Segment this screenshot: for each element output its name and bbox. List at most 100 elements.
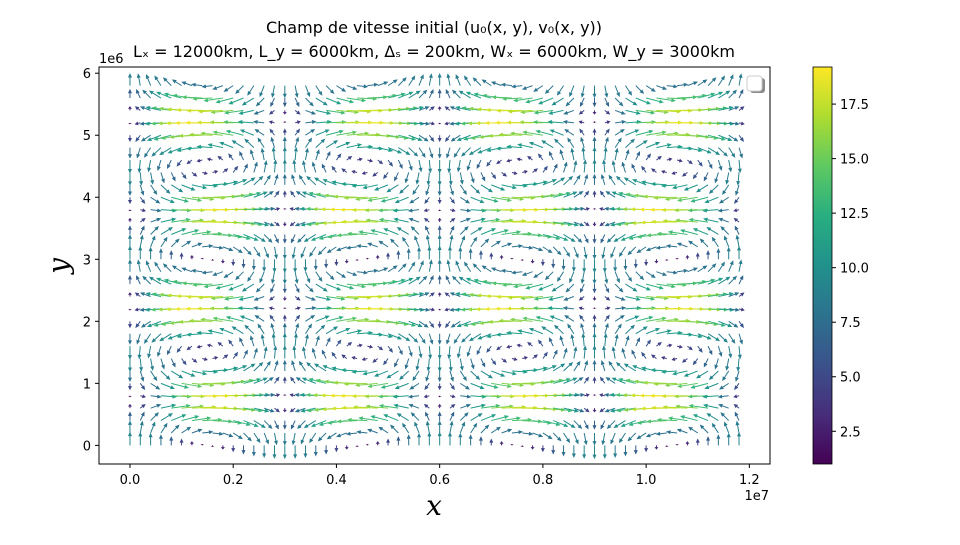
quiver-arrow (136, 259, 141, 272)
quiver-arrow (702, 217, 719, 223)
quiver-arrow (191, 382, 215, 388)
quiver-arrow (717, 208, 729, 213)
quiver-arrow (553, 407, 573, 413)
quiver-arrow (604, 322, 609, 334)
quiver-arrow (377, 107, 403, 112)
quiver-arrow (728, 106, 740, 111)
quiver-arrow (532, 233, 553, 239)
quiver-arrow (326, 296, 346, 301)
quiver-arrow (134, 307, 141, 312)
quiver-arrow (563, 175, 574, 186)
quiver-arrow (666, 282, 688, 287)
quiver-arrow (621, 161, 626, 173)
quiver-arrow (651, 168, 657, 173)
quiver-arrow (237, 306, 254, 311)
quiver-arrow (181, 358, 187, 366)
quiver-arrow (541, 326, 554, 335)
quiver-arrow (336, 120, 361, 125)
quiver-arrow (573, 392, 586, 397)
quiver-arrow (222, 354, 229, 359)
quiver-arrow (563, 377, 578, 384)
quiver-arrow (383, 172, 389, 180)
quiver-arrow (294, 97, 300, 108)
quiver-arrow (159, 333, 172, 342)
quiver-arrow (491, 184, 506, 191)
quiver-arrow (449, 411, 455, 421)
quiver-arrow (408, 276, 421, 285)
quiver-arrow (584, 207, 590, 212)
quiver-arrow (289, 393, 296, 398)
quiver-arrow (706, 436, 711, 446)
quiver-arrow (578, 306, 585, 311)
plot-frame (98, 66, 771, 465)
quiver-arrow (519, 306, 543, 311)
quiver-arrow (490, 267, 502, 273)
quiver-arrow (387, 278, 406, 285)
quiver-arrow (480, 184, 493, 193)
quiver-arrow (520, 296, 543, 301)
quiver-arrow (239, 129, 255, 136)
quiver-arrow (212, 245, 224, 250)
quiver-arrow (726, 246, 731, 260)
quiver-arrow (181, 267, 193, 273)
quiver-arrow (139, 292, 151, 297)
quiver-arrow (271, 146, 276, 161)
quiver-arrow (377, 267, 389, 273)
quiver-arrow (315, 271, 323, 282)
quiver-arrow (340, 368, 358, 373)
quiver-arrow (127, 234, 132, 247)
quiver-arrow (656, 317, 680, 322)
quiver-arrow (364, 394, 389, 399)
quiver-arrow (641, 165, 647, 173)
quiver-arrow (346, 155, 353, 161)
quiver-arrow (583, 376, 590, 384)
quiver-arrow (222, 233, 243, 239)
quiver-arrow (655, 431, 667, 436)
quiver-arrow (519, 120, 543, 125)
quiver-arrow (446, 147, 451, 159)
quiver-arrow (127, 147, 132, 159)
quiver-arrow (383, 414, 399, 422)
quiver-arrow (425, 225, 430, 235)
quiver-arrow (232, 246, 243, 254)
quiver-arrow (428, 89, 434, 99)
quiver-arrow (683, 184, 698, 191)
quiver-arrow (196, 158, 203, 163)
quiver-arrow (362, 184, 378, 190)
quiver-arrow (592, 322, 597, 334)
quiver-arrow (136, 275, 141, 285)
quiver-arrow (563, 109, 575, 115)
quiver-arrow (377, 134, 401, 139)
quiver-arrow (259, 85, 265, 98)
quiver-arrow (361, 171, 368, 175)
quiver-arrow (295, 377, 306, 384)
quiver-arrow (305, 137, 313, 148)
quiver-arrow (378, 208, 399, 213)
quiver-arrow (298, 174, 306, 186)
x-axis-label: x (426, 489, 442, 522)
quiver-arrow (738, 147, 743, 159)
quiver-arrow (318, 234, 337, 240)
quiver-arrow (367, 281, 388, 286)
quiver-arrow (142, 89, 151, 99)
quiver-arrow (397, 159, 403, 170)
quiver-arrow (645, 246, 657, 252)
quiver-arrow (423, 404, 430, 409)
quiver-arrow (315, 97, 328, 106)
quiver-arrow (418, 134, 429, 142)
quiver-arrow (656, 131, 680, 136)
quiver-arrow (282, 234, 287, 244)
quiver-arrow (445, 321, 451, 329)
quiver-arrow (181, 240, 192, 248)
quiver-arrow (592, 332, 597, 347)
quiver-arrow (324, 445, 329, 455)
quiver-arrow (333, 380, 358, 385)
quiver-arrow (646, 109, 669, 115)
quiver-arrow (592, 128, 597, 136)
quiver-arrow (228, 339, 234, 347)
quiver-arrow (501, 382, 525, 388)
quiver-arrow (459, 172, 464, 185)
quiver-arrow (437, 370, 442, 383)
quiver-arrow (306, 175, 317, 186)
quiver-arrow (191, 196, 215, 201)
